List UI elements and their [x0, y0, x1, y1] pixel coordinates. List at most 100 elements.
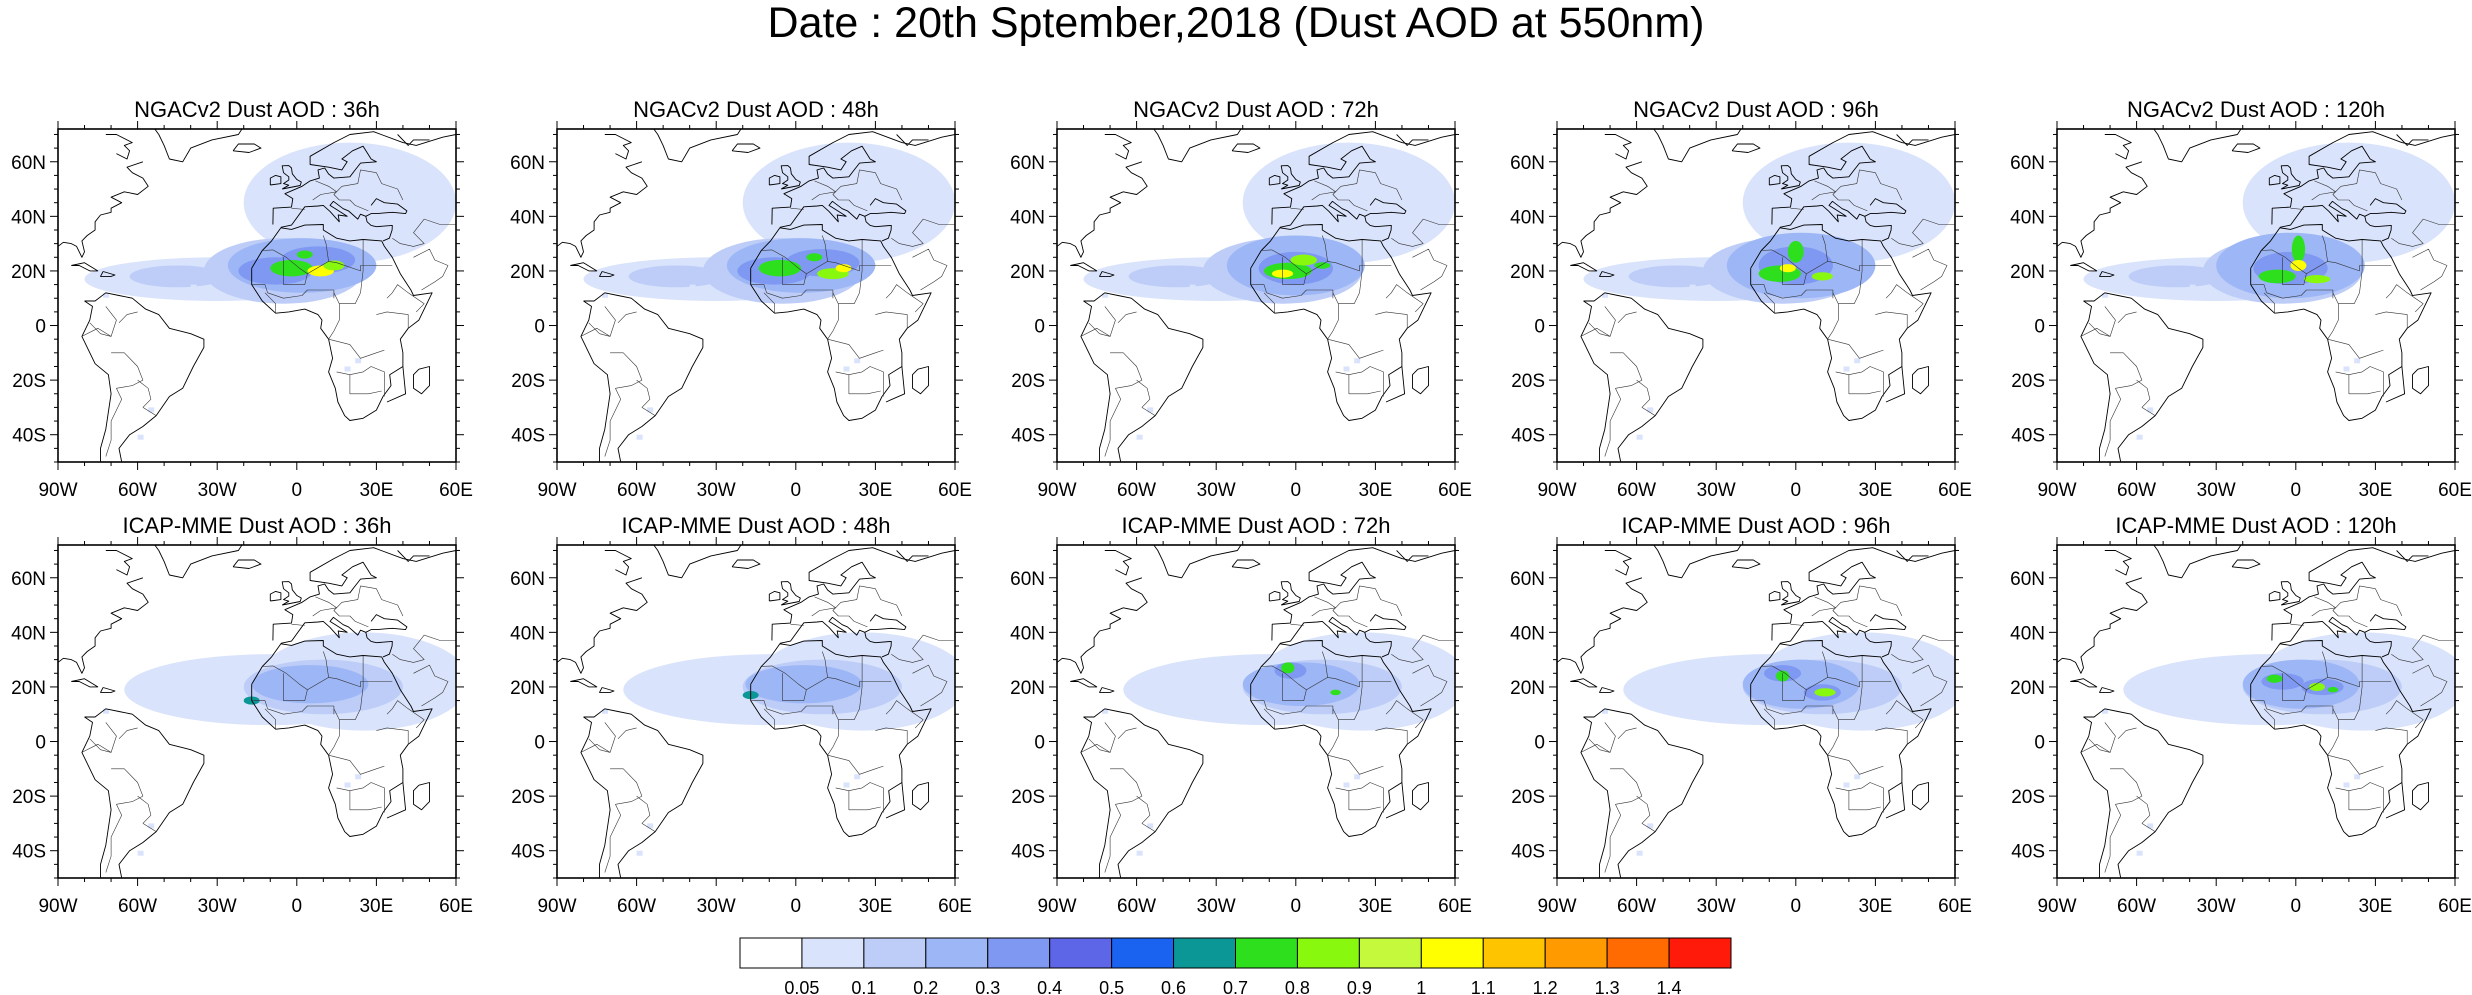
dust-contour	[1314, 262, 1331, 269]
dust-contour	[1843, 782, 1850, 788]
country-border	[763, 708, 775, 730]
country-border	[2385, 284, 2424, 313]
coastline	[1771, 547, 1955, 641]
coastline	[232, 559, 262, 569]
country-border	[2332, 655, 2363, 721]
axis-ticks	[2049, 537, 2463, 886]
dust-contour	[1854, 774, 1861, 780]
coastline	[1653, 545, 1742, 579]
coastline	[1280, 165, 1301, 190]
country-border	[912, 248, 948, 291]
lon-tick-label: 60W	[1617, 896, 1656, 917]
coastline	[397, 134, 430, 146]
dust-contour	[1676, 292, 1683, 298]
map-frame	[1056, 128, 1456, 463]
coastline	[2104, 134, 2132, 160]
lat-tick-label: 0	[2034, 733, 2045, 754]
lon-tick-label: 90W	[1537, 480, 1576, 501]
country-border	[641, 823, 656, 832]
coastline	[768, 590, 781, 602]
dust-contour	[1343, 366, 1350, 372]
country-border	[1885, 700, 1924, 729]
dust-contour	[103, 708, 110, 714]
axis-ticks	[1549, 121, 1963, 470]
coastlines	[557, 545, 955, 878]
axis-ticks	[1049, 121, 1463, 470]
coastline	[780, 165, 801, 190]
lat-tick-label: 60N	[1010, 153, 1045, 174]
country-border	[2110, 352, 2143, 389]
coastline	[58, 577, 149, 674]
coastline	[1779, 614, 1907, 644]
lat-tick-label: 40S	[1511, 426, 1545, 447]
coastline	[1231, 559, 1261, 569]
coastline	[281, 165, 302, 190]
coastline	[557, 577, 648, 674]
country-border	[761, 665, 892, 691]
coastline	[1279, 198, 1407, 228]
dust-contour	[1354, 358, 1361, 364]
coastline	[750, 640, 932, 837]
coastline	[2057, 161, 2148, 258]
lon-tick-label: 60E	[2438, 896, 2472, 917]
country-border	[1848, 366, 1884, 397]
coastline	[105, 134, 133, 160]
country-border	[111, 768, 144, 805]
country-border	[2391, 218, 2455, 247]
country-border	[832, 585, 903, 628]
lat-tick-label: 40N	[510, 207, 545, 228]
map-frame	[1056, 544, 1456, 879]
dust-contour	[843, 366, 850, 372]
country-border	[827, 754, 884, 775]
lon-tick-label: 30W	[1197, 896, 1236, 917]
coastline	[1750, 640, 1932, 837]
country-border	[2348, 366, 2384, 397]
lon-tick-label: 30W	[198, 896, 237, 917]
coastline	[413, 782, 430, 811]
country-border	[1332, 239, 1363, 305]
country-border	[1136, 379, 1151, 408]
country-border	[1332, 169, 1403, 212]
coastline	[604, 134, 632, 160]
country-border	[1782, 257, 1807, 285]
country-border	[811, 180, 836, 201]
map-panel: NGACv2 Dust AOD : 120h 90W 60W 30W 0 30E 60E 60…	[2010, 97, 2472, 501]
country-border	[827, 338, 884, 359]
country-border	[885, 700, 924, 729]
country-border	[376, 311, 409, 329]
lon-tick-label: 90W	[2037, 480, 2076, 501]
lat-tick-label: 60N	[1510, 569, 1545, 590]
coastline	[2268, 174, 2281, 186]
coastline	[1153, 545, 1242, 579]
coastline	[1750, 224, 1932, 421]
colorbar-swatch	[863, 937, 927, 969]
lon-tick-label: 30E	[2358, 896, 2392, 917]
country-border	[328, 338, 385, 359]
country-border	[1610, 352, 1643, 389]
country-border	[1375, 311, 1408, 329]
country-border	[1835, 371, 1881, 395]
map-frame	[57, 128, 457, 463]
country-border	[761, 249, 892, 275]
lat-tick-label: 40S	[1011, 842, 1045, 863]
coastline	[1768, 174, 1781, 186]
dust-contour	[1176, 708, 1183, 714]
country-border	[2117, 311, 2137, 324]
panel-title: NGACv2 Dust AOD : 96h	[1633, 97, 1879, 122]
country-border	[1110, 352, 1143, 389]
dust-contour	[137, 434, 144, 440]
panel-title: NGACv2 Dust AOD : 36h	[134, 97, 380, 122]
country-border	[1282, 257, 1307, 285]
coastline	[1570, 678, 1598, 688]
country-border	[832, 239, 863, 305]
country-border	[1327, 338, 1384, 359]
country-border	[413, 664, 449, 707]
country-border	[1080, 743, 1111, 753]
lon-tick-label: 0	[791, 896, 802, 917]
dust-contour	[1136, 434, 1143, 440]
country-border	[1335, 371, 1381, 395]
lon-tick-label: 30E	[858, 480, 892, 501]
coastline	[105, 550, 133, 576]
country-border	[1412, 248, 1448, 291]
coastline	[896, 550, 929, 562]
